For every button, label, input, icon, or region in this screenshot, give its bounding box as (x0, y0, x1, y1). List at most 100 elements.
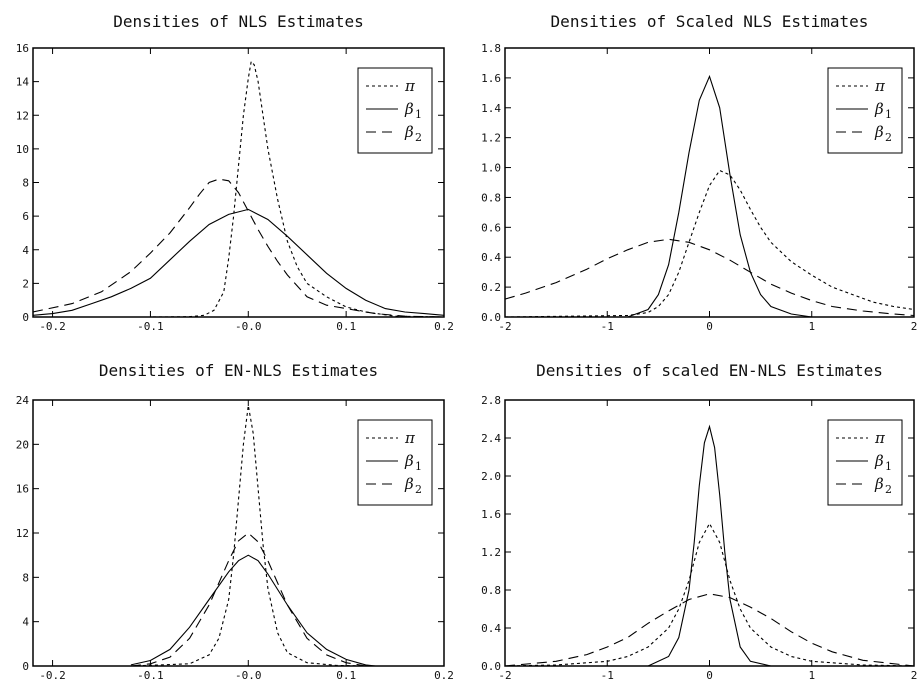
x-tick-label: -1 (601, 320, 614, 333)
x-tick-label: 1 (808, 320, 815, 333)
legend-symbol: β (404, 123, 414, 141)
legend-symbol: π (404, 77, 416, 95)
series-line-dashed (33, 178, 444, 317)
chart-panel: Densities of NLS Estimates -0.2 -0.1 -0.0 0.… (16, 12, 454, 333)
chart-panel: Densities of Scaled NLS Estimates -2 -1 0 1 2… (481, 12, 917, 333)
series-line-dotted (505, 522, 914, 666)
y-tick-label: 6 (22, 210, 29, 223)
y-tick-label: 14 (16, 76, 30, 89)
y-tick-label: 0.8 (481, 191, 501, 204)
y-tick-label: 8 (22, 177, 29, 190)
x-tick-label: 0.2 (434, 320, 454, 333)
x-tick-label: 0.2 (434, 669, 454, 682)
legend-symbol: β (404, 100, 414, 118)
y-tick-label: 0.8 (481, 584, 501, 597)
y-tick-label: 2.0 (481, 470, 501, 483)
legend-symbol: β (874, 100, 884, 118)
chart-panel: Densities of scaled EN-NLS Estimates -2 -1… (481, 361, 917, 682)
legend-subscript: 2 (885, 131, 892, 144)
y-tick-label: 0 (22, 660, 29, 673)
y-tick-label: 2.4 (481, 432, 501, 445)
y-tick-label: 4 (22, 244, 29, 257)
chart-title: Densities of Scaled NLS Estimates (551, 12, 869, 31)
legend-subscript: 2 (885, 483, 892, 496)
chart-title: Densities of NLS Estimates (113, 12, 363, 31)
series-line-solid (647, 424, 772, 666)
legend: πβ 1β 2 (827, 419, 903, 506)
y-tick-label: 16 (16, 483, 29, 496)
x-tick-label: 1 (808, 669, 815, 682)
legend-subscript: 1 (885, 460, 892, 473)
y-tick-label: 16 (16, 42, 29, 55)
series-line-solid (33, 208, 444, 316)
y-tick-label: 1.0 (481, 162, 501, 175)
y-tick-label: 1.6 (481, 508, 501, 521)
legend-symbol: β (404, 452, 414, 470)
series-line-solid (627, 74, 812, 317)
chart-panel: Densities of EN-NLS Estimates -0.2 -0.1 -0.… (16, 361, 454, 682)
y-tick-label: 8 (22, 571, 29, 584)
x-tick-label: -0.2 (39, 320, 66, 333)
legend: πβ 1β 2 (357, 419, 433, 506)
y-tick-label: 1.6 (481, 72, 501, 85)
legend: πβ 1β 2 (827, 67, 903, 154)
legend: πβ 1β 2 (357, 67, 433, 154)
legend-symbol: π (874, 429, 886, 447)
legend-subscript: 1 (415, 460, 422, 473)
legend-box (827, 67, 903, 154)
series-line-dotted (130, 405, 366, 666)
legend-subscript: 2 (415, 131, 422, 144)
x-tick-label: 2 (911, 320, 917, 333)
y-tick-label: 20 (16, 438, 29, 451)
series-line-dashed (505, 238, 914, 317)
series-line-dotted (505, 169, 914, 317)
y-tick-label: 0.2 (481, 281, 501, 294)
y-tick-label: 1.2 (481, 132, 501, 145)
chart-title: Densities of scaled EN-NLS Estimates (536, 361, 883, 380)
series-line-dashed (505, 593, 914, 666)
legend-symbol: β (874, 123, 884, 141)
x-tick-label: -0.0 (235, 320, 262, 333)
x-tick-label: 2 (911, 669, 917, 682)
x-tick-label: -0.2 (39, 669, 66, 682)
legend-box (357, 419, 433, 506)
x-tick-label: -2 (498, 669, 511, 682)
y-tick-label: 2.8 (481, 394, 501, 407)
x-tick-label: -1 (601, 669, 614, 682)
legend-symbol: β (874, 452, 884, 470)
legend-subscript: 2 (415, 483, 422, 496)
y-tick-label: 2 (22, 277, 29, 290)
legend-subscript: 1 (885, 108, 892, 121)
y-tick-label: 0.6 (481, 221, 501, 234)
y-tick-label: 24 (16, 394, 30, 407)
legend-symbol: π (874, 77, 886, 95)
y-tick-label: 0.4 (481, 251, 501, 264)
legend-symbol: β (404, 475, 414, 493)
legend-symbol: β (874, 475, 884, 493)
x-tick-label: 0.1 (336, 669, 356, 682)
y-tick-label: 4 (22, 616, 29, 629)
x-tick-label: -0.0 (235, 669, 262, 682)
y-tick-label: 1.4 (481, 102, 501, 115)
y-tick-label: 0.4 (481, 622, 501, 635)
legend-symbol: π (404, 429, 416, 447)
y-tick-label: 12 (16, 109, 29, 122)
series-line-dashed (130, 532, 366, 666)
legend-subscript: 1 (415, 108, 422, 121)
x-tick-label: -2 (498, 320, 511, 333)
y-tick-label: 12 (16, 527, 29, 540)
x-tick-label: 0 (706, 669, 713, 682)
series-line-dotted (33, 60, 444, 317)
legend-box (827, 419, 903, 506)
series-line-solid (130, 554, 376, 666)
x-tick-label: 0 (706, 320, 713, 333)
y-tick-label: 0.0 (481, 311, 501, 324)
y-tick-label: 10 (16, 143, 29, 156)
x-tick-label: -0.1 (137, 669, 164, 682)
chart-title: Densities of EN-NLS Estimates (99, 361, 378, 380)
x-tick-label: -0.1 (137, 320, 164, 333)
y-tick-label: 0 (22, 311, 29, 324)
legend-box (357, 67, 433, 154)
y-tick-label: 1.2 (481, 546, 501, 559)
